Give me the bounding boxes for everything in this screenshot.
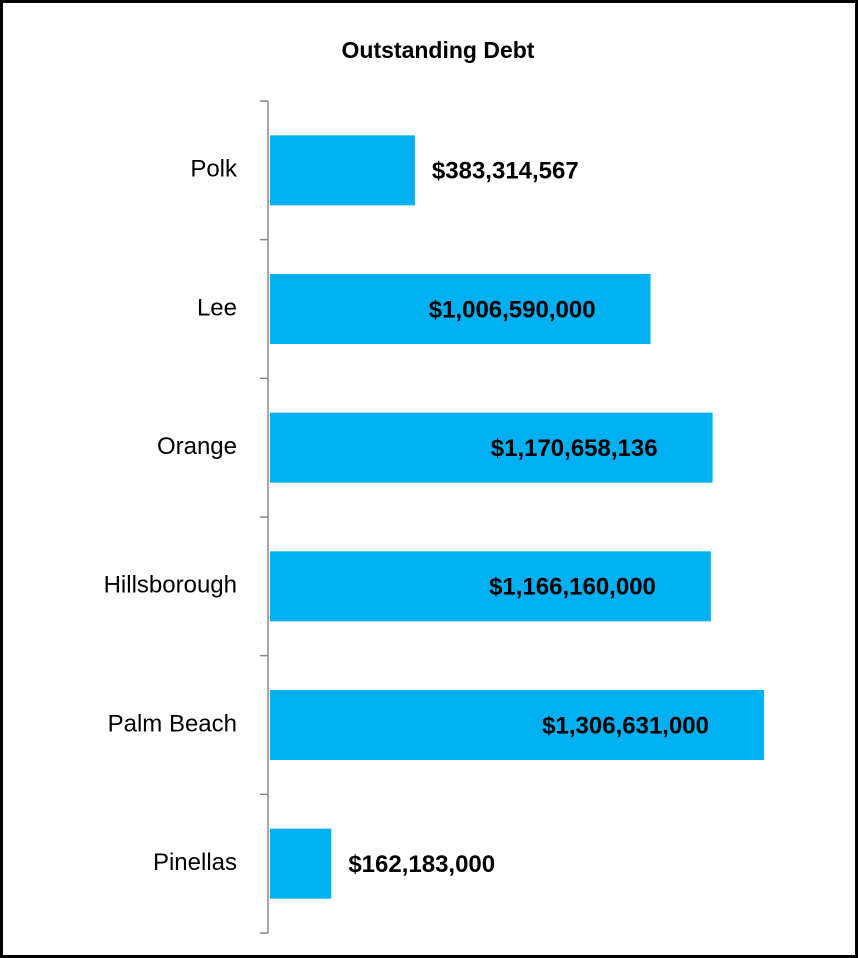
bar xyxy=(270,551,711,622)
bar xyxy=(270,690,764,760)
value-label: $1,306,631,000 xyxy=(542,712,709,739)
bar xyxy=(270,412,713,483)
chart-title: Outstanding Debt xyxy=(342,37,535,63)
category-label: Hillsborough xyxy=(104,572,237,599)
bar xyxy=(270,135,415,206)
value-label: $383,314,567 xyxy=(432,158,579,185)
category-label: Polk xyxy=(190,156,238,183)
category-label: Palm Beach xyxy=(108,710,237,737)
value-label: $1,006,590,000 xyxy=(429,296,596,323)
category-label: Pinellas xyxy=(153,849,237,876)
value-label: $1,170,658,136 xyxy=(491,435,658,462)
bar xyxy=(270,274,651,344)
value-label: $162,183,000 xyxy=(348,851,495,878)
category-label: Lee xyxy=(197,294,237,321)
bar xyxy=(270,828,332,899)
value-label: $1,166,160,000 xyxy=(489,574,656,601)
category-label: Orange xyxy=(157,433,237,460)
